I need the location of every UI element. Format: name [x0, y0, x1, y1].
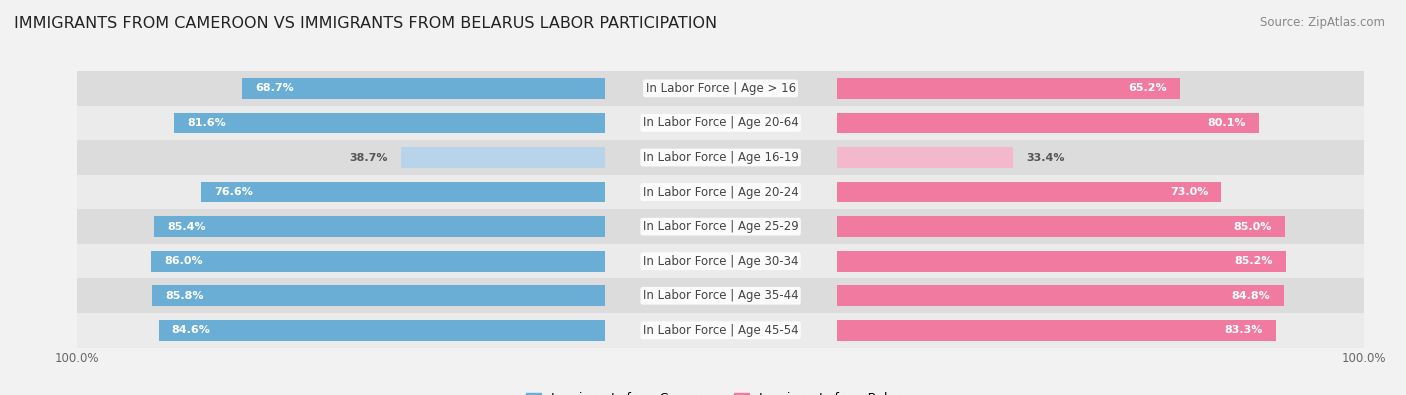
Text: 84.8%: 84.8%	[1232, 291, 1271, 301]
Bar	[77, 278, 605, 313]
Bar	[605, 140, 837, 175]
Text: Source: ZipAtlas.com: Source: ZipAtlas.com	[1260, 16, 1385, 29]
Bar	[837, 106, 1364, 140]
Bar	[605, 175, 837, 209]
Text: 85.4%: 85.4%	[167, 222, 207, 231]
Text: 83.3%: 83.3%	[1225, 325, 1263, 335]
Text: 85.0%: 85.0%	[1233, 222, 1271, 231]
Bar	[837, 244, 1364, 278]
Text: In Labor Force | Age 30-34: In Labor Force | Age 30-34	[643, 255, 799, 268]
Text: In Labor Force | Age 35-44: In Labor Force | Age 35-44	[643, 289, 799, 302]
Text: 85.8%: 85.8%	[166, 291, 204, 301]
Bar	[837, 113, 1258, 134]
Bar	[605, 278, 837, 313]
Bar	[174, 113, 605, 134]
Text: 76.6%: 76.6%	[214, 187, 253, 197]
Bar	[77, 209, 605, 244]
Text: 80.1%: 80.1%	[1208, 118, 1246, 128]
Bar	[837, 278, 1364, 313]
Bar	[837, 251, 1286, 272]
Bar	[77, 106, 605, 140]
Bar	[77, 313, 605, 348]
Bar	[837, 71, 1364, 106]
Bar	[605, 106, 837, 140]
Bar	[77, 244, 605, 278]
Bar	[159, 320, 605, 340]
Text: In Labor Force | Age > 16: In Labor Force | Age > 16	[645, 82, 796, 95]
Bar	[152, 285, 605, 306]
Bar	[77, 175, 605, 209]
Bar	[837, 78, 1181, 99]
Text: 33.4%: 33.4%	[1026, 152, 1064, 162]
Text: In Labor Force | Age 16-19: In Labor Force | Age 16-19	[643, 151, 799, 164]
Bar	[837, 147, 1012, 168]
Text: In Labor Force | Age 25-29: In Labor Force | Age 25-29	[643, 220, 799, 233]
Bar	[837, 320, 1275, 340]
Text: IMMIGRANTS FROM CAMEROON VS IMMIGRANTS FROM BELARUS LABOR PARTICIPATION: IMMIGRANTS FROM CAMEROON VS IMMIGRANTS F…	[14, 16, 717, 31]
Bar	[837, 313, 1364, 348]
Bar	[837, 209, 1364, 244]
Text: 85.2%: 85.2%	[1234, 256, 1272, 266]
Text: 84.6%: 84.6%	[172, 325, 211, 335]
Text: 65.2%: 65.2%	[1129, 83, 1167, 93]
Bar	[605, 71, 837, 106]
Bar	[77, 71, 605, 106]
Bar	[837, 216, 1285, 237]
Text: 81.6%: 81.6%	[187, 118, 226, 128]
Bar	[837, 285, 1284, 306]
Bar	[605, 244, 837, 278]
Text: 73.0%: 73.0%	[1170, 187, 1208, 197]
Legend: Immigrants from Cameroon, Immigrants from Belarus: Immigrants from Cameroon, Immigrants fro…	[522, 387, 920, 395]
Bar	[152, 251, 605, 272]
Bar	[837, 182, 1222, 202]
Text: In Labor Force | Age 20-64: In Labor Force | Age 20-64	[643, 117, 799, 130]
Text: 86.0%: 86.0%	[165, 256, 202, 266]
Bar	[77, 140, 605, 175]
Bar	[401, 147, 605, 168]
Text: 68.7%: 68.7%	[256, 83, 294, 93]
Bar	[242, 78, 605, 99]
Bar	[837, 140, 1364, 175]
Bar	[605, 313, 837, 348]
Bar	[155, 216, 605, 237]
Text: In Labor Force | Age 45-54: In Labor Force | Age 45-54	[643, 324, 799, 337]
Text: In Labor Force | Age 20-24: In Labor Force | Age 20-24	[643, 186, 799, 199]
Bar	[605, 209, 837, 244]
Text: 38.7%: 38.7%	[349, 152, 388, 162]
Bar	[837, 175, 1364, 209]
Bar	[201, 182, 605, 202]
